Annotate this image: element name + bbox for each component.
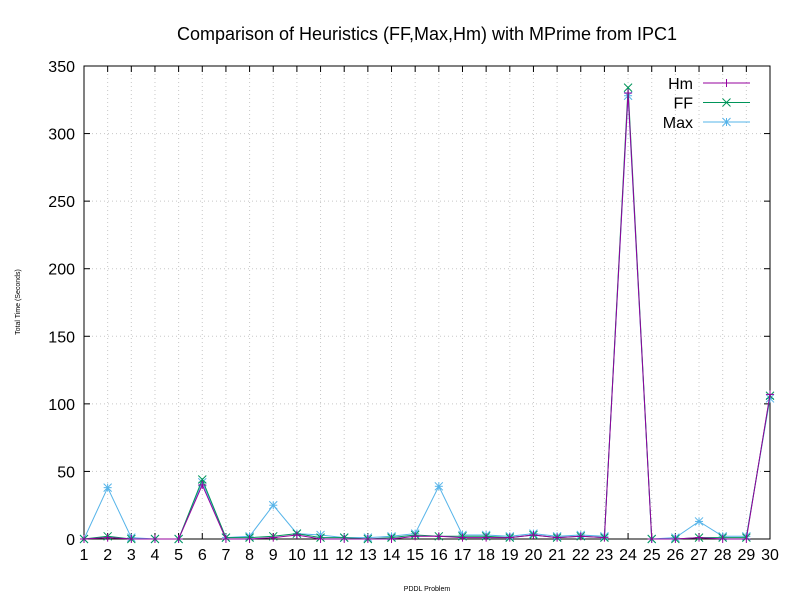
x-tick-label: 28 — [714, 547, 732, 564]
y-tick-label: 300 — [48, 127, 75, 144]
data-point-ff — [623, 83, 633, 92]
x-tick-label: 12 — [335, 547, 353, 564]
series-line-hm — [83, 93, 771, 540]
x-axis-label: PDDL Problem — [404, 586, 451, 593]
x-tick-label: 19 — [501, 547, 519, 564]
data-point-hm — [387, 535, 396, 543]
x-tick-label: 16 — [430, 547, 448, 564]
data-point-hm — [198, 480, 207, 489]
chart-title: Comparison of Heuristics (FF,Max,Hm) wit… — [177, 24, 677, 44]
x-tick-label: 22 — [572, 547, 590, 564]
data-point-hm — [316, 535, 325, 543]
plot-frame — [83, 65, 771, 540]
series-ff — [79, 83, 775, 544]
data-point-max — [103, 483, 113, 492]
data-point-hm — [482, 533, 491, 542]
data-point-hm — [150, 535, 159, 543]
data-point-hm — [363, 535, 372, 543]
data-point-hm — [671, 535, 680, 543]
data-point-hm — [411, 532, 420, 541]
legend-marker-hm — [722, 79, 731, 87]
data-point-hm — [127, 535, 136, 543]
x-tick-label: 23 — [596, 547, 614, 564]
data-point-max — [694, 517, 704, 526]
legend-label-max: Max — [663, 115, 693, 132]
data-point-hm — [553, 533, 562, 542]
data-point-hm — [245, 535, 254, 543]
legend-label-ff: FF — [673, 96, 693, 113]
data-point-hm — [505, 533, 514, 542]
x-tick-label: 29 — [737, 547, 755, 564]
data-point-hm — [458, 533, 467, 542]
x-tick-label: 15 — [406, 547, 424, 564]
data-point-hm — [576, 532, 585, 541]
y-tick-label: 50 — [57, 464, 75, 481]
x-tick-label: 30 — [761, 547, 779, 564]
x-tick-label: 10 — [288, 547, 306, 564]
data-point-hm — [624, 89, 633, 98]
data-point-hm — [269, 533, 278, 542]
legend-item-ff: FF — [673, 96, 750, 113]
x-tick-label: 2 — [103, 547, 112, 564]
data-point-hm — [647, 535, 656, 543]
series-max — [79, 91, 775, 544]
x-tick-label: 6 — [198, 547, 207, 564]
x-tick-label: 24 — [619, 547, 637, 564]
data-point-hm — [434, 532, 443, 541]
x-tick-label: 8 — [245, 547, 254, 564]
legend: Hm FF Max — [663, 76, 750, 132]
data-point-hm — [103, 533, 112, 542]
y-tick-label: 200 — [48, 262, 75, 279]
data-point-ff — [197, 475, 207, 484]
data-point-hm — [292, 530, 301, 539]
data-point-hm — [80, 535, 88, 543]
x-tick-label: 11 — [312, 547, 329, 564]
x-tick-label: 27 — [690, 547, 708, 564]
legend-marker-max — [722, 117, 731, 127]
data-point-hm — [600, 533, 609, 542]
x-tick-label: 7 — [221, 547, 230, 564]
x-tick-label: 21 — [548, 547, 566, 564]
legend-item-hm: Hm — [668, 76, 750, 93]
data-point-hm — [174, 535, 183, 543]
x-tick-label: 26 — [666, 547, 684, 564]
x-tick-label: 3 — [127, 547, 136, 564]
x-tick-label: 17 — [454, 547, 472, 564]
data-point-hm — [742, 535, 751, 543]
y-tick-label: 350 — [48, 59, 75, 76]
y-tick-label: 150 — [48, 329, 75, 346]
x-tick-label: 5 — [174, 547, 183, 564]
x-tick-label: 18 — [477, 547, 495, 564]
series-line-ff — [83, 87, 771, 540]
x-tick-label: 20 — [525, 547, 543, 564]
data-point-hm — [718, 535, 727, 543]
data-point-hm — [766, 390, 774, 399]
y-tick-label: 0 — [66, 532, 75, 549]
data-point-hm — [221, 535, 230, 543]
data-point-hm — [695, 533, 704, 542]
x-tick-label: 9 — [269, 547, 278, 564]
x-tick-label: 13 — [359, 547, 377, 564]
y-tick-label: 100 — [48, 397, 75, 414]
legend-label-hm: Hm — [668, 76, 693, 93]
legend-item-max: Max — [663, 115, 750, 132]
series-line-max — [83, 95, 771, 540]
y-tick-label: 250 — [48, 194, 75, 211]
legend-marker-ff — [722, 98, 731, 107]
series-hm — [80, 89, 774, 543]
y-axis-label: Total Time (Seconds) — [15, 269, 22, 335]
data-point-max — [434, 481, 444, 491]
data-point-hm — [529, 530, 538, 539]
grid-layer — [84, 66, 770, 539]
x-tick-label: 1 — [80, 547, 89, 564]
x-tick-label: 25 — [643, 547, 661, 564]
x-tick-label: 14 — [383, 547, 401, 564]
x-tick-label: 4 — [151, 547, 160, 564]
data-point-max — [268, 500, 278, 510]
data-point-hm — [340, 535, 349, 543]
series-layer — [79, 83, 775, 544]
